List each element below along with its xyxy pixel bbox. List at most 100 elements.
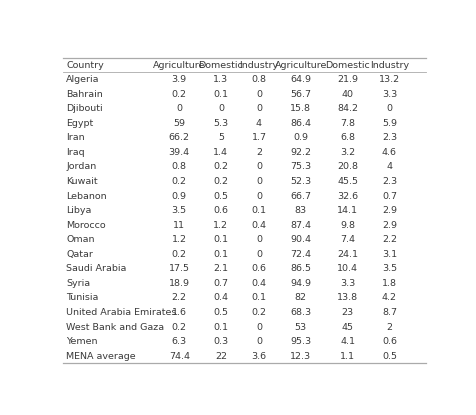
Text: 45.5: 45.5 [337, 177, 357, 186]
Text: 2.9: 2.9 [381, 221, 396, 229]
Text: 0.2: 0.2 [171, 90, 187, 99]
Text: 20.8: 20.8 [337, 162, 357, 171]
Text: 0.1: 0.1 [213, 90, 228, 99]
Text: 2.2: 2.2 [381, 235, 396, 244]
Text: 0.4: 0.4 [251, 279, 266, 288]
Text: 74.4: 74.4 [169, 352, 189, 361]
Text: 5.9: 5.9 [381, 119, 396, 128]
Text: 86.5: 86.5 [289, 264, 310, 273]
Text: 3.3: 3.3 [339, 279, 355, 288]
Text: 75.3: 75.3 [289, 162, 310, 171]
Text: 0.2: 0.2 [171, 177, 187, 186]
Text: 3.5: 3.5 [171, 206, 187, 215]
Text: Yemen: Yemen [66, 337, 98, 346]
Text: 84.2: 84.2 [337, 104, 357, 113]
Text: Syria: Syria [66, 279, 90, 288]
Text: Industry: Industry [239, 61, 278, 70]
Text: 0.9: 0.9 [171, 192, 187, 200]
Text: 56.7: 56.7 [289, 90, 310, 99]
Text: 1.2: 1.2 [171, 235, 187, 244]
Text: United Arabia Emirates: United Arabia Emirates [66, 308, 176, 317]
Text: 66.2: 66.2 [169, 133, 189, 142]
Text: Domestic: Domestic [325, 61, 369, 70]
Text: 0.8: 0.8 [171, 162, 187, 171]
Text: 0: 0 [176, 104, 182, 113]
Text: 5: 5 [218, 133, 223, 142]
Text: 14.1: 14.1 [337, 206, 357, 215]
Text: 83: 83 [294, 206, 306, 215]
Text: 1.6: 1.6 [171, 308, 187, 317]
Text: 1.4: 1.4 [213, 148, 228, 157]
Text: 23: 23 [341, 308, 353, 317]
Text: Djibouti: Djibouti [66, 104, 103, 113]
Text: 0.3: 0.3 [213, 337, 228, 346]
Text: 82: 82 [294, 293, 306, 303]
Text: 86.4: 86.4 [289, 119, 310, 128]
Text: 1.7: 1.7 [251, 133, 266, 142]
Text: 6.8: 6.8 [339, 133, 355, 142]
Text: 2.2: 2.2 [171, 293, 187, 303]
Text: Oman: Oman [66, 235, 95, 244]
Text: 12.3: 12.3 [289, 352, 310, 361]
Text: 0.6: 0.6 [251, 264, 266, 273]
Text: 53: 53 [294, 322, 306, 332]
Text: 0: 0 [256, 104, 261, 113]
Text: 3.2: 3.2 [339, 148, 355, 157]
Text: 0: 0 [256, 235, 261, 244]
Text: 11: 11 [173, 221, 185, 229]
Text: 15.8: 15.8 [289, 104, 310, 113]
Text: 0.2: 0.2 [171, 322, 187, 332]
Text: 95.3: 95.3 [289, 337, 310, 346]
Text: 2: 2 [256, 148, 261, 157]
Text: 32.6: 32.6 [337, 192, 357, 200]
Text: 66.7: 66.7 [289, 192, 310, 200]
Text: 0.2: 0.2 [213, 162, 228, 171]
Text: 3.3: 3.3 [381, 90, 396, 99]
Text: 1.8: 1.8 [381, 279, 396, 288]
Text: 0.5: 0.5 [381, 352, 396, 361]
Text: 87.4: 87.4 [289, 221, 310, 229]
Text: Saudi Arabia: Saudi Arabia [66, 264, 126, 273]
Text: 59: 59 [173, 119, 185, 128]
Text: 0: 0 [256, 162, 261, 171]
Text: Jordan: Jordan [66, 162, 96, 171]
Text: 10.4: 10.4 [337, 264, 357, 273]
Text: West Bank and Gaza: West Bank and Gaza [66, 322, 164, 332]
Text: 0: 0 [256, 322, 261, 332]
Text: 2.3: 2.3 [381, 177, 396, 186]
Text: 0.1: 0.1 [213, 322, 228, 332]
Text: 4: 4 [386, 162, 392, 171]
Text: 0.2: 0.2 [251, 308, 266, 317]
Text: Egypt: Egypt [66, 119, 93, 128]
Text: 2.3: 2.3 [381, 133, 396, 142]
Text: 52.3: 52.3 [289, 177, 310, 186]
Text: 17.5: 17.5 [169, 264, 189, 273]
Text: 13.8: 13.8 [337, 293, 357, 303]
Text: Domestic: Domestic [198, 61, 243, 70]
Text: 0.6: 0.6 [213, 206, 228, 215]
Text: 2.1: 2.1 [213, 264, 228, 273]
Text: Country: Country [66, 61, 104, 70]
Text: 72.4: 72.4 [289, 250, 310, 259]
Text: 0.5: 0.5 [213, 308, 228, 317]
Text: 68.3: 68.3 [289, 308, 310, 317]
Text: 94.9: 94.9 [289, 279, 310, 288]
Text: 0.7: 0.7 [213, 279, 228, 288]
Text: 21.9: 21.9 [337, 75, 357, 84]
Text: 0: 0 [386, 104, 392, 113]
Text: 0.1: 0.1 [213, 235, 228, 244]
Text: Iraq: Iraq [66, 148, 85, 157]
Text: 3.6: 3.6 [251, 352, 266, 361]
Text: 0.2: 0.2 [171, 250, 187, 259]
Text: Iran: Iran [66, 133, 85, 142]
Text: 5.3: 5.3 [213, 119, 228, 128]
Text: 0.1: 0.1 [251, 293, 266, 303]
Text: Agriculture: Agriculture [153, 61, 205, 70]
Text: 6.3: 6.3 [171, 337, 187, 346]
Text: 0: 0 [218, 104, 223, 113]
Text: 4: 4 [256, 119, 261, 128]
Text: MENA average: MENA average [66, 352, 136, 361]
Text: 2.9: 2.9 [381, 206, 396, 215]
Text: 18.9: 18.9 [169, 279, 189, 288]
Text: Lebanon: Lebanon [66, 192, 107, 200]
